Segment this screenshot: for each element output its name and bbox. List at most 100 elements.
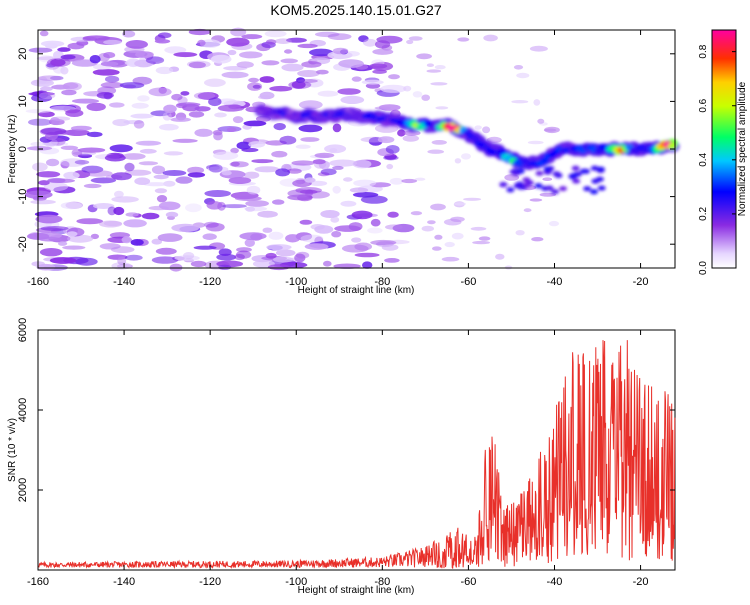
- noise-blob: [36, 263, 56, 271]
- noise-blob: [353, 179, 377, 187]
- noise-blob: [32, 195, 47, 202]
- noise-blob: [113, 206, 125, 216]
- noise-blob: [155, 66, 174, 75]
- noise-blob: [259, 76, 275, 83]
- noise-blob: [426, 69, 442, 73]
- noise-blob: [109, 144, 133, 153]
- noise-blob: [386, 163, 394, 170]
- noise-blob: [187, 172, 206, 178]
- noise-blob: [248, 77, 259, 83]
- noise-blob: [406, 39, 414, 45]
- noise-blob: [279, 135, 297, 145]
- noise-blob: [412, 91, 423, 98]
- noise-blob: [60, 202, 83, 210]
- noise-blob: [86, 102, 106, 112]
- noise-blob: [344, 51, 360, 57]
- ridge-blob: [470, 135, 480, 142]
- noise-blob: [457, 37, 470, 42]
- noise-blob: [46, 58, 71, 67]
- noise-blob: [281, 63, 304, 72]
- noise-blob: [397, 129, 406, 137]
- noise-blob: [352, 159, 372, 169]
- noise-blob: [100, 61, 119, 67]
- noise-blob: [216, 253, 237, 261]
- noise-blob: [363, 38, 377, 47]
- noise-blob: [96, 92, 114, 99]
- ridge-blob: [515, 181, 524, 187]
- noise-blob: [67, 42, 85, 50]
- noise-blob: [214, 112, 227, 118]
- noise-blob: [291, 160, 316, 166]
- noise-blob: [304, 177, 316, 183]
- noise-blob: [194, 128, 213, 137]
- noise-blob: [208, 164, 223, 173]
- noise-blob: [338, 59, 364, 68]
- noise-blob: [60, 54, 76, 60]
- noise-blob: [294, 253, 306, 263]
- noise-blob: [314, 31, 340, 38]
- noise-blob: [81, 165, 104, 174]
- noise-blob: [164, 46, 187, 54]
- noise-blob: [529, 198, 543, 202]
- noise-blob: [151, 256, 179, 264]
- noise-blob: [432, 246, 442, 251]
- spectrogram-x-tick-label: -80: [374, 276, 390, 288]
- noise-blob: [57, 47, 71, 52]
- noise-blob: [30, 79, 54, 87]
- noise-blob: [246, 185, 261, 195]
- noise-blob: [39, 30, 49, 37]
- noise-blob: [202, 233, 217, 240]
- noise-blob: [137, 95, 150, 102]
- noise-blob: [185, 203, 202, 213]
- colorbar-tick-label: 0.2: [698, 207, 709, 221]
- noise-blob: [105, 75, 120, 83]
- noise-blob: [361, 79, 384, 85]
- noise-blob: [374, 124, 399, 133]
- noise-blob: [304, 243, 329, 250]
- noise-blob: [204, 190, 231, 197]
- noise-blob: [531, 237, 544, 242]
- ridge-blob: [535, 170, 544, 176]
- noise-blob: [77, 147, 106, 153]
- ridge-blob: [590, 165, 599, 171]
- noise-blob: [197, 39, 206, 47]
- noise-blob: [53, 64, 65, 74]
- noise-blob: [513, 65, 524, 70]
- noise-blob: [107, 206, 117, 216]
- noise-blob: [377, 136, 395, 144]
- spectrogram-x-tick-label: -40: [547, 276, 563, 288]
- noise-blob: [300, 234, 324, 243]
- noise-blob: [226, 37, 250, 47]
- noise-blob: [482, 126, 491, 134]
- noise-blob: [236, 141, 252, 150]
- noise-blob: [332, 47, 349, 55]
- noise-blob: [111, 196, 139, 203]
- noise-blob: [323, 260, 332, 267]
- noise-blob: [247, 82, 263, 91]
- spectrogram-panel: -160 -140 -120 -100 -80 -60 -40 -20 -20-1001020…: [7, 27, 680, 296]
- ridge-blob: [534, 183, 543, 189]
- noise-blob: [232, 116, 244, 124]
- noise-blob: [124, 254, 143, 261]
- noise-blob: [544, 126, 560, 134]
- ridge-blob: [540, 157, 550, 164]
- noise-blob: [548, 220, 560, 227]
- noise-blob: [210, 54, 232, 64]
- noise-blob: [150, 110, 170, 117]
- snr-x-tick-label: -80: [374, 576, 390, 588]
- noise-blob: [381, 244, 399, 251]
- noise-blob: [163, 104, 177, 114]
- ridge-blob: [559, 186, 567, 192]
- noise-blob: [47, 178, 75, 183]
- noise-blob: [67, 234, 94, 243]
- noise-blob: [284, 49, 293, 54]
- noise-blob: [83, 183, 102, 189]
- noise-blob: [297, 43, 318, 49]
- noise-blob: [539, 192, 556, 197]
- noise-blob: [123, 219, 147, 228]
- noise-blob: [37, 75, 62, 81]
- noise-blob: [100, 81, 124, 89]
- noise-blob: [329, 159, 358, 167]
- noise-blob: [533, 99, 541, 106]
- spectrogram-x-ticks: -160 -140 -120 -100 -80 -60 -40 -20: [27, 30, 649, 288]
